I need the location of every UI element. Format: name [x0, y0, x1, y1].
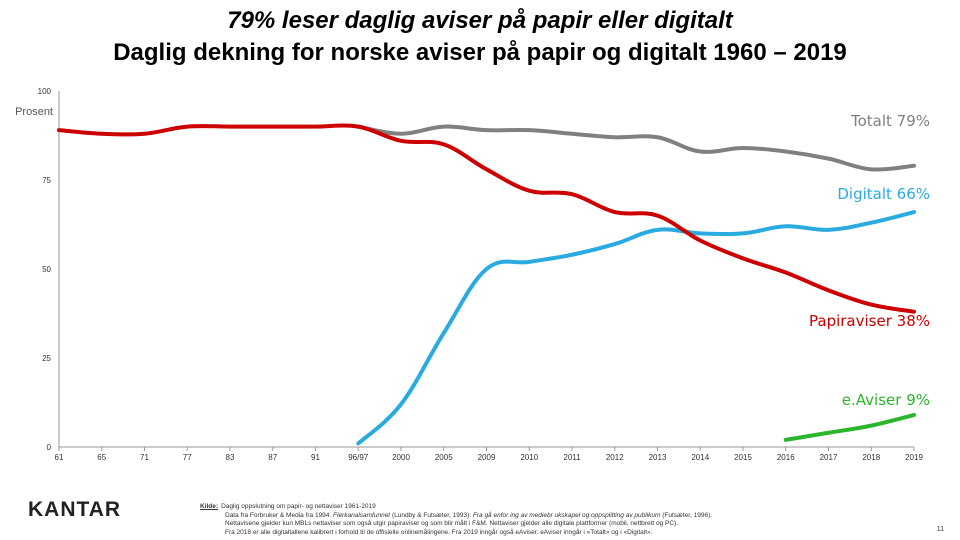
series-line-e-aviser: [783, 412, 916, 442]
source-note: Kilde: Daglig oppslutning om papir- og ne…: [200, 503, 880, 537]
y-tick-label: 100: [38, 87, 52, 96]
y-tick-label: 75: [42, 176, 51, 185]
chart-axes: 0 25 50 75 100 Prosent 61 65 71 77 83 87 91 96/97 2000…: [15, 87, 923, 462]
chart-title: 79% leser daglig aviser på papir eller d…: [227, 7, 733, 34]
series-labels: Totalt 79% Digitalt 66% Papiraviser 38% e.A…: [809, 112, 930, 409]
x-tick-label: 2018: [862, 453, 880, 462]
x-tick-label: 87: [268, 453, 277, 462]
source-line-2e: (Futsæter, 1996).: [662, 511, 713, 519]
x-tick-label: 2010: [520, 453, 538, 462]
x-tick-label: 2013: [649, 453, 667, 462]
y-axis-label: Prosent: [15, 106, 53, 118]
source-line-1: Daglig oppslutning om papir- og nettavis…: [221, 503, 376, 510]
x-tick-label: 2015: [734, 453, 752, 462]
x-tick-label: 2019: [905, 453, 923, 462]
series-line-digitalt: [356, 210, 916, 446]
source-label: Kilde:: [200, 503, 219, 510]
y-tick-label: 25: [42, 354, 51, 363]
kantar-logo: KANTAR: [28, 498, 122, 521]
series-line-papiraviser: [57, 123, 916, 314]
x-tick-label: 2000: [392, 453, 410, 462]
page-number: 11: [936, 526, 944, 533]
x-tick-label: 2017: [820, 453, 838, 462]
x-tick-label: 2005: [435, 453, 453, 462]
y-tick-label: 0: [47, 443, 52, 452]
source-line-2d: Fra gå enfor ing av mediebr ukskapel og …: [472, 511, 661, 519]
series-label-totalt: Totalt 79%: [850, 112, 930, 130]
series-line-totalt: [356, 124, 916, 172]
series-label-e-aviser: e.Aviser 9%: [842, 391, 930, 409]
x-tick-label: 96/97: [348, 453, 369, 462]
chart-series: [57, 123, 916, 446]
x-tick-label: 61: [55, 453, 64, 462]
source-line-2b: Flerkanalsamfunnet: [333, 511, 391, 519]
series-label-digitalt: Digitalt 66%: [837, 185, 930, 203]
x-tick-label: 91: [311, 453, 320, 462]
x-tick-label: 2014: [691, 453, 709, 462]
x-tick-label: 83: [226, 453, 235, 462]
x-tick-label: 2016: [777, 453, 795, 462]
x-tick-label: 2012: [606, 453, 624, 462]
x-tick-label: 2009: [478, 453, 496, 462]
x-tick-label: 77: [183, 453, 192, 462]
chart-subtitle: Daglig dekning for norske aviser på papi…: [113, 39, 847, 66]
y-tick-label: 50: [42, 265, 51, 274]
source-line-4: Fra 2018 er alle digitaltallene kalibrer…: [225, 528, 653, 536]
source-line-3: Nettavisene gjelder kun MBLs nettaviser …: [225, 520, 679, 528]
series-label-papiraviser: Papiraviser 38%: [809, 312, 930, 330]
x-tick-label: 65: [97, 453, 106, 462]
source-line-2a: Data fra Forbruker & Media fra 1994.: [225, 511, 332, 519]
source-line-2c: (Lundby & Futsæter, 1993).: [391, 511, 472, 519]
line-chart: 0 25 50 75 100 Prosent 61 65 71 77 83 87 91 96/97 2000…: [15, 87, 930, 462]
x-tick-label: 71: [140, 453, 149, 462]
x-tick-label: 2011: [563, 453, 581, 462]
